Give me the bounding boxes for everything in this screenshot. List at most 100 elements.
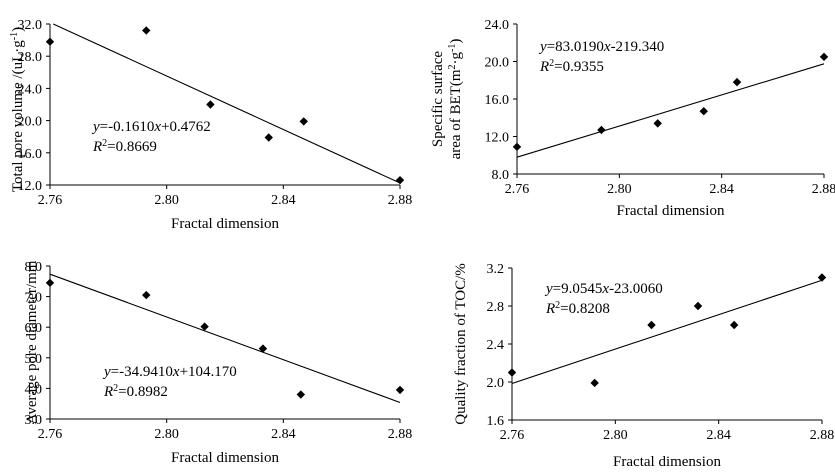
x-axis-title: Fractal dimension — [613, 454, 721, 470]
trend-line — [49, 273, 401, 403]
y-tick-label: 6.0 — [25, 321, 43, 336]
data-point — [590, 378, 599, 388]
data-point — [142, 290, 151, 300]
regression-equation: y=-0.1610x+0.4762 — [91, 119, 211, 135]
y-axis-title: Quality fraction of TOC/% — [453, 263, 469, 425]
x-tick-label: 2.88 — [810, 428, 835, 443]
regression-equation: y=9.0545x-23.0060 — [544, 281, 663, 297]
y-axis-title-exponent: -1 — [9, 32, 20, 40]
data-point — [693, 301, 703, 311]
data-point — [699, 106, 708, 116]
data-point — [45, 278, 55, 288]
x-tick-label: 2.84 — [709, 182, 734, 197]
chart-panel-2: 8.0 12.0 16.0 20.0 24.0 2.76 2.80 2.84 2.88 y=83.… — [430, 18, 835, 219]
r-squared-value: =0.8208 — [560, 301, 610, 317]
y-axis-title-tail: ) — [448, 39, 464, 44]
r-squared: R2=0.9355 — [539, 58, 604, 76]
x-tick-label: 2.88 — [388, 427, 413, 442]
equation-y-var: y — [102, 364, 111, 380]
y-axis-title-exponent-1: 2 — [447, 64, 458, 69]
x-tick-label: 2.76 — [38, 193, 63, 208]
x-axis-title: Fractal dimension — [171, 216, 279, 232]
y-tick-label: 16.0 — [485, 93, 510, 108]
data-point — [142, 26, 151, 35]
data-point — [597, 125, 606, 135]
x-tick-label: 2.76 — [505, 182, 530, 197]
r-squared-value: =0.9355 — [554, 59, 604, 75]
equation-intercept: +0.4762 — [161, 119, 211, 135]
r-squared: R2=0.8982 — [103, 383, 168, 401]
y-tick-label: 5.0 — [25, 352, 43, 367]
data-point — [206, 100, 215, 109]
y-tick-label: 7.0 — [25, 291, 43, 306]
equation-coefficient: =83.0190 — [547, 39, 604, 55]
data-point — [264, 133, 273, 142]
y-tick-label: 3.0 — [25, 413, 43, 428]
y-tick-label: 8.0 — [492, 168, 510, 183]
equation-intercept: +104.170 — [180, 364, 237, 380]
r-squared-label: R — [539, 59, 549, 75]
y-axis-title-line2: area of BET(m2·g-1) — [447, 39, 465, 160]
x-tick-label: 2.76 — [500, 428, 525, 443]
data-point — [653, 119, 662, 128]
equation-coefficient: =-0.1610 — [100, 119, 155, 135]
equation-y-var: y — [91, 119, 100, 135]
x-axis-title: Fractal dimension — [171, 450, 279, 466]
y-tick-label: 20.0 — [18, 115, 43, 130]
data-point — [296, 390, 306, 399]
y-tick-label: 12.0 — [18, 179, 43, 194]
y-tick-label: 24.0 — [485, 18, 510, 33]
trend-line — [511, 279, 823, 385]
y-axis-title-line2-main: area of BET(m — [448, 69, 464, 159]
x-tick-label: 2.88 — [812, 182, 835, 197]
r-squared-value: =0.8982 — [118, 384, 168, 400]
r-squared-exponent: 2 — [549, 58, 554, 69]
r-squared-exponent: 2 — [555, 300, 560, 311]
r-squared-label: R — [545, 301, 555, 317]
data-point — [299, 117, 308, 126]
chart-panel-1: 12.0 16.0 20.0 24.0 28.0 32.0 2.76 2.80 2.84 2.88… — [9, 18, 413, 232]
data-point — [729, 320, 739, 330]
y-tick-label: 8.0 — [25, 260, 43, 275]
data-point — [395, 385, 405, 395]
x-tick-label: 2.80 — [154, 427, 179, 442]
equation-x-var: x — [601, 281, 609, 297]
y-tick-label: 2.0 — [487, 376, 505, 391]
y-tick-label: 2.8 — [487, 300, 505, 315]
x-tick-label: 2.80 — [607, 182, 632, 197]
y-axis-title-line1: Specific surface — [430, 51, 446, 148]
r-squared-label: R — [92, 139, 102, 155]
y-axis-title-main: Total pore volume /(uL·g — [10, 40, 26, 192]
equation-intercept: -219.340 — [611, 39, 665, 55]
trend-line — [516, 63, 825, 158]
data-point — [817, 273, 827, 282]
y-axis-title-tail: ) — [10, 27, 26, 32]
y-axis-title: Average pore diameter/mm — [24, 260, 40, 424]
equation-y-var: y — [544, 281, 553, 297]
equation-intercept: -23.0060 — [609, 281, 663, 297]
y-tick-label: 2.4 — [487, 338, 505, 353]
data-point — [258, 344, 268, 353]
data-point — [732, 77, 742, 87]
r-squared-value: =0.8669 — [107, 139, 157, 155]
data-point — [200, 322, 209, 331]
y-tick-label: 20.0 — [485, 56, 510, 71]
data-point — [507, 368, 517, 377]
r-squared-exponent: 2 — [113, 383, 118, 394]
data-point — [395, 175, 405, 185]
y-tick-label: 12.0 — [485, 131, 510, 146]
regression-equation: y=83.0190x-219.340 — [538, 39, 664, 55]
x-axis-title: Fractal dimension — [617, 203, 725, 219]
x-tick-label: 2.80 — [154, 193, 179, 208]
x-tick-label: 2.84 — [271, 427, 296, 442]
regression-equation: y=-34.9410x+104.170 — [102, 364, 237, 380]
x-tick-label: 2.84 — [706, 428, 731, 443]
chart-panel-3: 3.0 4.0 5.0 6.0 7.0 8.0 2.76 2.80 2.84 2.88 y=-34.… — [24, 260, 412, 466]
y-tick-label: 4.0 — [25, 382, 43, 397]
y-tick-label: 1.6 — [487, 414, 505, 429]
x-tick-label: 2.88 — [388, 193, 413, 208]
y-axis-title-exponent-2: -1 — [447, 44, 458, 52]
data-point — [512, 142, 522, 152]
y-tick-label: 3.2 — [487, 262, 505, 277]
